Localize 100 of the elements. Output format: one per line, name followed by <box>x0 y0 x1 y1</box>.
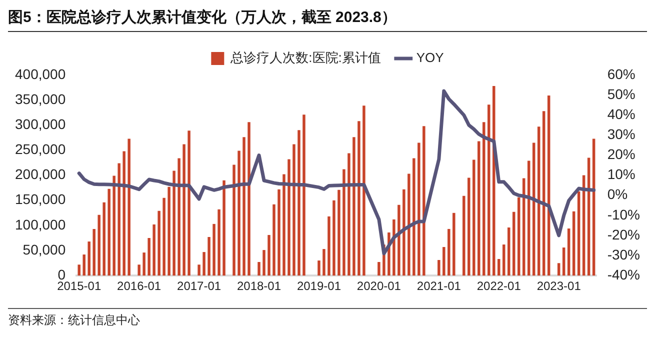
bar <box>118 163 120 276</box>
x-tick-label: 2020-01 <box>356 279 402 294</box>
y2-tick-label: -20% <box>607 226 640 242</box>
bar <box>82 254 86 276</box>
bar <box>462 196 466 276</box>
y2-tick-label: -30% <box>607 246 640 262</box>
bar <box>162 198 166 276</box>
y-tick-label: 300,000 <box>14 116 66 132</box>
bar <box>262 250 266 276</box>
y-tick-label: 200,000 <box>14 166 66 182</box>
bar <box>358 121 360 276</box>
bar <box>502 244 506 276</box>
y2-tick-label: 10% <box>607 166 636 182</box>
bar <box>507 227 510 276</box>
bar <box>202 252 206 276</box>
bar <box>332 200 336 276</box>
bar <box>208 236 210 276</box>
bar <box>298 130 300 276</box>
bar <box>402 189 406 276</box>
bar <box>218 209 220 276</box>
bar <box>108 188 110 276</box>
bar <box>78 264 80 276</box>
bar <box>322 249 326 276</box>
bar <box>468 178 470 276</box>
y2-tick-label: 0% <box>607 186 628 202</box>
y-tick-label: 50,000 <box>22 241 66 258</box>
y-tick-label: 250,000 <box>14 141 66 158</box>
bar <box>258 262 260 276</box>
bar <box>98 214 100 276</box>
bar <box>577 191 580 276</box>
bar <box>282 174 286 276</box>
x-tick-label: 2018-01 <box>236 279 282 294</box>
bar <box>378 262 380 276</box>
bar <box>348 153 350 276</box>
bar <box>268 234 270 276</box>
bar <box>178 158 180 276</box>
bar <box>572 211 576 276</box>
bar <box>422 126 426 276</box>
x-tick-label: 2022-01 <box>476 279 522 294</box>
bar <box>318 260 320 276</box>
bar <box>158 210 160 276</box>
bar <box>398 204 400 276</box>
y2-tick-label: -40% <box>607 266 640 282</box>
x-tick-label: 2023-01 <box>536 279 582 294</box>
bar <box>567 228 570 276</box>
bar <box>482 122 486 276</box>
y-tick-label: 100,000 <box>14 216 66 232</box>
y2-tick-label: 50% <box>607 86 636 102</box>
x-tick-label: 2021-01 <box>416 279 462 294</box>
bar <box>248 122 250 276</box>
bar <box>172 170 176 276</box>
bar <box>168 186 170 276</box>
y-tick-label: 150,000 <box>14 191 66 208</box>
legend-label: YOY <box>416 50 444 66</box>
bar <box>198 264 200 276</box>
legend-label: 总诊疗人次数:医院:累计值 <box>230 50 381 66</box>
bar <box>392 219 396 276</box>
bar <box>242 137 246 276</box>
bar <box>328 216 330 276</box>
bar <box>562 248 566 276</box>
y2-tick-label: 20% <box>607 146 636 162</box>
bar <box>517 197 520 276</box>
bar <box>278 189 280 276</box>
bar <box>212 224 216 276</box>
y2-tick-label: 30% <box>607 126 636 142</box>
bar <box>232 164 236 276</box>
bar <box>442 247 446 276</box>
bar <box>112 176 116 276</box>
bar <box>408 174 410 276</box>
bar <box>188 130 190 276</box>
x-tick-label: 2017-01 <box>177 279 222 294</box>
x-tick-label: 2016-01 <box>117 279 162 294</box>
bar <box>152 224 156 276</box>
bar <box>142 252 146 276</box>
bar <box>438 260 440 276</box>
chart-title: 图5：医院总诊疗人次累计值变化（万人次，截至 2023.8） <box>8 8 647 32</box>
bar <box>122 151 126 276</box>
bar <box>448 228 450 276</box>
bar <box>102 202 106 276</box>
bar <box>138 264 140 276</box>
bar <box>352 137 356 276</box>
bar <box>288 159 290 276</box>
bar <box>222 180 226 276</box>
bar <box>148 238 150 276</box>
y-tick-label: 400,000 <box>14 66 66 82</box>
bar <box>362 106 366 276</box>
bar <box>88 242 90 276</box>
bar <box>128 138 130 276</box>
bar <box>292 144 296 276</box>
bar <box>452 212 456 276</box>
bar <box>478 141 480 276</box>
y2-tick-label: -10% <box>607 206 640 222</box>
bar <box>488 104 490 276</box>
bar <box>338 190 340 276</box>
bar <box>182 144 186 276</box>
bar <box>557 263 560 276</box>
bar <box>302 114 306 276</box>
bar <box>412 158 416 276</box>
bar <box>272 204 276 276</box>
y2-tick-label: 60% <box>607 66 636 82</box>
